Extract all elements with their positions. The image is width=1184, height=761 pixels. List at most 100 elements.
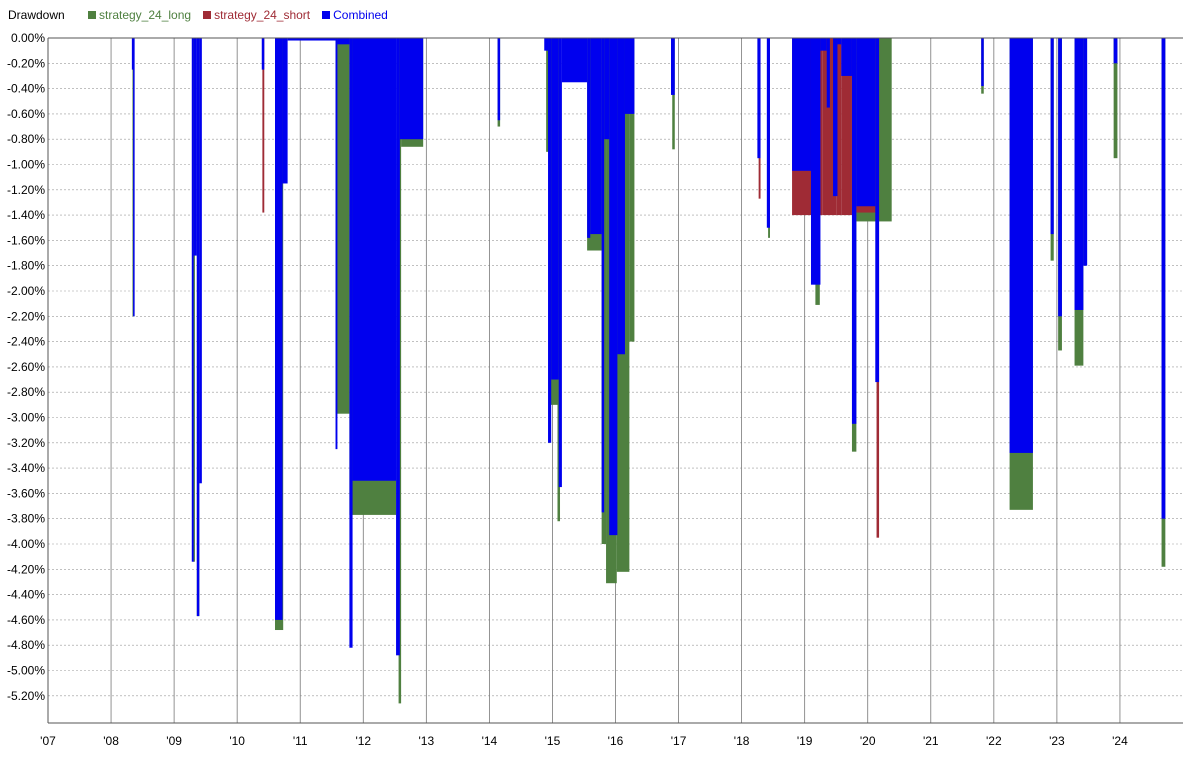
drawdown-bar xyxy=(349,38,353,648)
chart-title: Drawdown xyxy=(8,8,65,22)
x-tick-label: '22 xyxy=(986,734,1002,748)
drawdown-bar xyxy=(396,38,400,656)
drawdown-bar xyxy=(1113,38,1118,159)
drawdown-bar xyxy=(282,38,288,184)
series-Combined xyxy=(131,38,1166,656)
y-tick-label: -0.60% xyxy=(7,107,45,121)
y-tick-label: -4.80% xyxy=(7,638,45,652)
x-tick-label: '10 xyxy=(229,734,245,748)
drawdown-bar xyxy=(1058,38,1062,317)
drawdown-bar xyxy=(856,38,876,207)
drawdown-bar xyxy=(757,38,761,159)
x-tick-label: '16 xyxy=(608,734,624,748)
drawdown-bar xyxy=(629,38,635,342)
y-tick-label: -3.80% xyxy=(7,512,45,526)
y-tick-label: -4.20% xyxy=(7,562,45,576)
y-tick-label: -1.00% xyxy=(7,158,45,172)
drawdown-bar xyxy=(587,38,591,238)
x-tick-label: '24 xyxy=(1112,734,1128,748)
y-tick-label: -3.40% xyxy=(7,461,45,475)
drawdown-bar xyxy=(617,38,625,355)
drawdown-bar xyxy=(836,38,842,216)
y-tick-label: -1.60% xyxy=(7,233,45,247)
drawdown-bar xyxy=(275,38,283,620)
drawdown-bar xyxy=(131,38,134,70)
drawdown-bar xyxy=(191,38,194,562)
y-tick-label: -1.40% xyxy=(7,208,45,222)
x-tick-label: '14 xyxy=(482,734,498,748)
drawdown-bar xyxy=(833,38,838,197)
drawdown-bar xyxy=(1009,38,1033,453)
x-tick-label: '15 xyxy=(545,734,561,748)
drawdown-bar xyxy=(551,38,559,380)
drawdown-bar xyxy=(196,38,200,617)
drawdown-bar xyxy=(1083,38,1088,266)
drawdown-bar xyxy=(604,38,610,140)
x-tick-label: '09 xyxy=(166,734,182,748)
legend-label: strategy_24_long xyxy=(99,8,192,22)
legend-item: Combined xyxy=(322,8,388,22)
legend-swatch xyxy=(203,11,212,19)
drawdown-bar xyxy=(1050,38,1054,235)
y-tick-label: -4.60% xyxy=(7,613,45,627)
drawdown-bar xyxy=(841,38,852,216)
legend-swatch xyxy=(322,11,331,19)
legend-label: Combined xyxy=(333,8,388,22)
drawdown-bar xyxy=(262,38,265,213)
y-tick-label: -1.80% xyxy=(7,259,45,273)
drawdown-bar xyxy=(337,38,350,45)
drawdown-bar xyxy=(287,38,336,41)
y-tick-label: -3.60% xyxy=(7,486,45,500)
x-tick-label: '23 xyxy=(1049,734,1065,748)
x-tick-label: '20 xyxy=(860,734,876,748)
legend-swatch xyxy=(88,11,96,19)
x-tick-label: '12 xyxy=(355,734,371,748)
drawdown-bar xyxy=(1113,38,1118,64)
drawdown-bar xyxy=(981,38,984,87)
drawdown-bar xyxy=(609,38,618,536)
y-tick-label: -0.20% xyxy=(7,56,45,70)
y-tick-label: -2.20% xyxy=(7,309,45,323)
drawdown-bar xyxy=(561,38,588,83)
y-tick-label: -0.40% xyxy=(7,82,45,96)
drawdown-bar xyxy=(590,38,602,235)
drawdown-bar xyxy=(335,38,350,414)
drawdown-bar xyxy=(766,38,770,228)
drawdown-bar xyxy=(399,38,424,140)
y-tick-label: 0.00% xyxy=(11,31,45,45)
y-tick-label: -5.00% xyxy=(7,664,45,678)
x-tick-label: '17 xyxy=(671,734,687,748)
grid-layer xyxy=(48,37,1183,723)
y-tick-label: -3.00% xyxy=(7,411,45,425)
y-tick-label: -3.20% xyxy=(7,436,45,450)
drawdown-bar xyxy=(193,38,195,562)
x-tick-label: '13 xyxy=(419,734,435,748)
drawdown-bar xyxy=(1161,38,1166,519)
drawdown-bar xyxy=(352,38,397,481)
drawdown-bar xyxy=(199,38,202,484)
drawdown-bar xyxy=(851,38,857,424)
drawdown-bar xyxy=(558,38,562,488)
drawdown-bar xyxy=(548,38,552,443)
drawdown-bar xyxy=(670,38,675,95)
drawdown-bar xyxy=(546,38,550,152)
y-tick-label: -5.20% xyxy=(7,689,45,703)
x-tick-label: '11 xyxy=(293,734,308,748)
y-tick-label: -4.00% xyxy=(7,537,45,551)
drawdown-bar xyxy=(841,38,852,76)
drawdown-bar xyxy=(497,38,501,121)
series-layer xyxy=(131,38,1166,704)
chart-header: Drawdown strategy_24_long strategy_24_sho… xyxy=(0,0,1184,30)
drawdown-bar xyxy=(875,38,880,383)
x-tick-label: '07 xyxy=(40,734,56,748)
drawdown-bar xyxy=(822,38,837,216)
legend-item: strategy_24_long xyxy=(88,8,191,22)
drawdown-bar xyxy=(1074,38,1084,310)
legend-item: strategy_24_short xyxy=(203,8,310,22)
drawdown-bar xyxy=(335,38,338,450)
y-tick-label: -0.80% xyxy=(7,132,45,146)
drawdown-bar xyxy=(792,38,811,171)
drawdown-bar xyxy=(133,38,135,317)
y-tick-label: -2.40% xyxy=(7,335,45,349)
